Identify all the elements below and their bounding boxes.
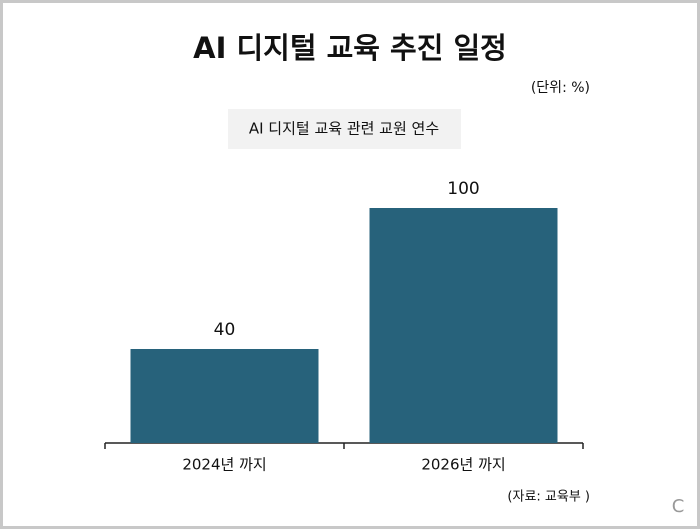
data-label: 40 (214, 320, 236, 340)
x-tick-label: 2026년 까지 (421, 456, 505, 474)
x-tick-label: 2024년 까지 (182, 456, 266, 474)
bar (130, 349, 319, 443)
corner-mark: C (672, 496, 685, 517)
source: (자료: 교육부 ) (507, 490, 590, 505)
chart-title: AI 디지털 교육 추진 일정 (193, 31, 507, 65)
subtitle: AI 디지털 교육 관련 교원 연수 (249, 120, 439, 138)
unit-label: (단위: %) (531, 80, 590, 96)
bar (369, 208, 558, 443)
data-label: 100 (447, 179, 479, 199)
subtitle-box (228, 109, 461, 149)
